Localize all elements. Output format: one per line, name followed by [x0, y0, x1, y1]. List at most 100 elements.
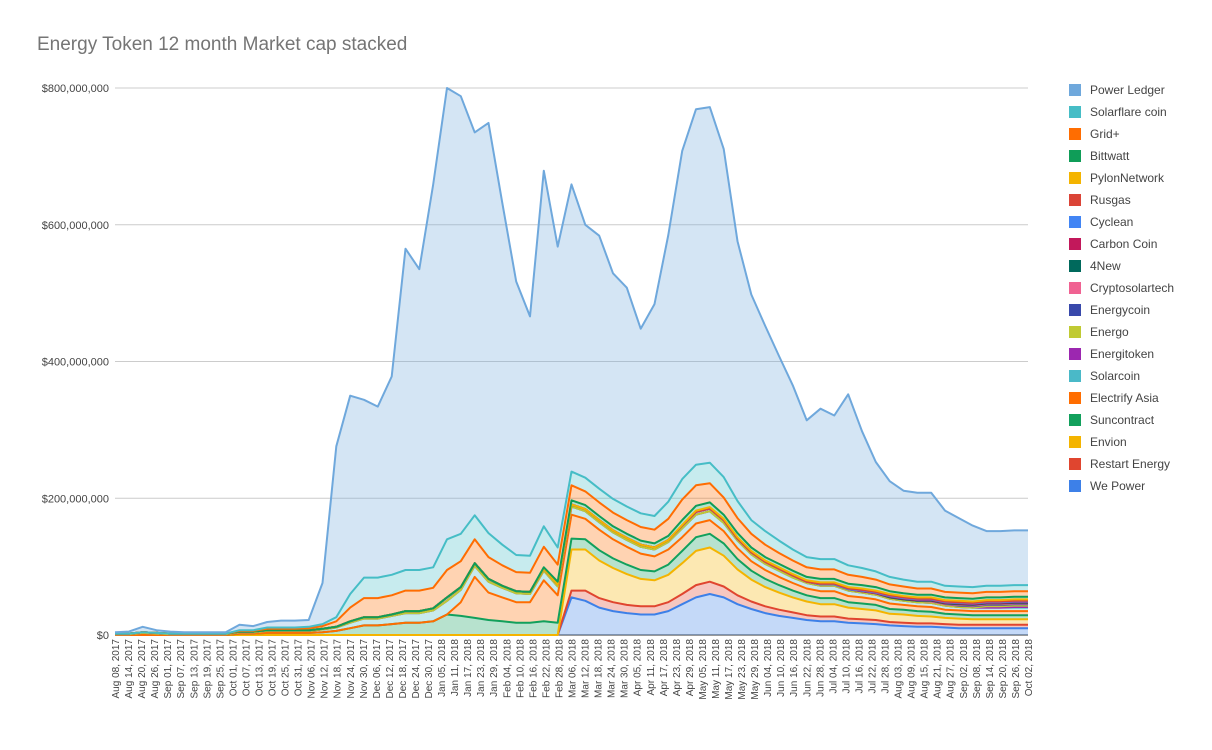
x-tick-label: Dec 12, 2017: [385, 639, 396, 699]
legend-swatch: [1069, 436, 1081, 448]
x-tick-label: Aug 03, 2018: [894, 639, 905, 699]
series-line-3: [115, 499, 1028, 635]
x-tick-label: Jan 05, 2018: [437, 639, 448, 697]
legend-item: Suncontract: [1069, 409, 1209, 431]
x-tick-label: Apr 23, 2018: [672, 639, 683, 697]
legend-label: PylonNetwork: [1090, 171, 1165, 185]
x-tick-label: Jun 28, 2018: [815, 639, 826, 697]
x-tick-label: Sep 13, 2017: [189, 639, 200, 699]
legend-item: Cryptosolartech: [1069, 277, 1209, 299]
legend-label: Solarflare coin: [1090, 105, 1167, 119]
legend-label: Cyclean: [1090, 215, 1134, 229]
legend-label: Suncontract: [1090, 413, 1155, 427]
legend-swatch: [1069, 480, 1081, 492]
legend-swatch: [1069, 216, 1081, 228]
x-tick-label: Dec 30, 2017: [424, 639, 435, 699]
x-tick-label: Sep 25, 2017: [215, 639, 226, 699]
y-tick-label: $0: [97, 630, 109, 642]
legend-swatch: [1069, 260, 1081, 272]
legend-item: Energitoken: [1069, 343, 1209, 365]
x-tick-label: Nov 12, 2017: [320, 639, 331, 699]
legend-swatch: [1069, 172, 1081, 184]
legend-item: Cyclean: [1069, 211, 1209, 233]
x-tick-label: Aug 08, 2017: [111, 639, 122, 699]
legend-label: Power Ledger: [1090, 83, 1165, 97]
x-tick-label: Aug 26, 2017: [150, 639, 161, 699]
x-tick-label: Nov 06, 2017: [307, 639, 318, 699]
y-tick-label: $400,000,000: [42, 357, 109, 369]
x-tick-label: Mar 12, 2018: [581, 639, 592, 698]
x-tick-label: Jul 16, 2018: [854, 639, 865, 694]
x-tick-label: May 23, 2018: [737, 639, 748, 700]
legend-label: Envion: [1090, 435, 1127, 449]
series-line-2: [115, 482, 1028, 635]
legend-item: Solarcoin: [1069, 365, 1209, 387]
x-tick-label: Mar 06, 2018: [568, 639, 579, 698]
legend-item: Power Ledger: [1069, 79, 1209, 101]
legend-item: Carbon Coin: [1069, 233, 1209, 255]
x-tick-label: Sep 07, 2017: [176, 639, 187, 699]
x-tick-label: Apr 05, 2018: [633, 639, 644, 697]
x-tick-label: Feb 16, 2018: [528, 639, 539, 698]
x-tick-label: Jun 22, 2018: [802, 639, 813, 697]
x-tick-label: May 29, 2018: [750, 639, 761, 700]
legend-item: Rusgas: [1069, 189, 1209, 211]
legend-item: 4New: [1069, 255, 1209, 277]
x-tick-label: Sep 20, 2018: [998, 639, 1009, 699]
legend-swatch: [1069, 194, 1081, 206]
series-area-0: [115, 88, 1028, 634]
x-tick-label: May 11, 2018: [711, 639, 722, 699]
legend-item: Energycoin: [1069, 299, 1209, 321]
x-tick-label: Mar 18, 2018: [594, 639, 605, 698]
x-tick-label: Jul 28, 2018: [881, 639, 892, 694]
legend-item: Grid+: [1069, 123, 1209, 145]
x-tick-label: Jan 29, 2018: [489, 639, 500, 697]
x-tick-label: Sep 02, 2018: [959, 639, 970, 699]
legend-label: Energitoken: [1090, 347, 1155, 361]
x-tick-label: Dec 18, 2017: [398, 639, 409, 699]
chart-plot: $0 $200,000,000 $400,000,000 $600,000,000 $8…: [42, 83, 1035, 700]
x-tick-label: Nov 30, 2017: [359, 639, 370, 699]
chart-title: Energy Token 12 month Market cap stacked: [37, 34, 408, 55]
x-tick-label: Jan 17, 2018: [463, 639, 474, 697]
x-tick-label: Oct 02, 2018: [1024, 639, 1035, 697]
legend-item: Electrify Asia: [1069, 387, 1209, 409]
legend-swatch: [1069, 392, 1081, 404]
grid-lines: [115, 87, 1028, 636]
legend-label: Electrify Asia: [1090, 391, 1159, 405]
legend-swatch: [1069, 238, 1081, 250]
x-tick-label: Jul 22, 2018: [868, 639, 879, 694]
x-tick-label: Oct 13, 2017: [255, 639, 266, 697]
legend-swatch: [1069, 370, 1081, 382]
x-tick-label: Feb 28, 2018: [555, 639, 566, 698]
x-tick-label: Sep 19, 2017: [202, 639, 213, 699]
x-tick-label: Aug 09, 2018: [907, 639, 918, 699]
x-tick-label: May 17, 2018: [724, 639, 735, 700]
legend-label: Bittwatt: [1090, 149, 1130, 163]
legend: Power Ledger Solarflare coin Grid+ Bittwatt…: [1069, 79, 1209, 497]
x-tick-label: Sep 08, 2018: [972, 639, 983, 699]
series-line-0: [114, 87, 1028, 634]
x-tick-label: Nov 18, 2017: [333, 639, 344, 699]
x-tick-label: Aug 27, 2018: [946, 639, 957, 699]
series-line-14: [115, 513, 1028, 636]
legend-swatch: [1069, 84, 1081, 96]
x-tick-label: Jul 04, 2018: [828, 639, 839, 694]
x-tick-label: Mar 30, 2018: [620, 639, 631, 698]
legend-swatch: [1069, 326, 1081, 338]
legend-item: Solarflare coin: [1069, 101, 1209, 123]
x-tick-label: Dec 06, 2017: [372, 639, 383, 699]
x-tick-label: Feb 10, 2018: [515, 639, 526, 698]
legend-item: Restart Energy: [1069, 453, 1209, 475]
legend-label: Grid+: [1090, 127, 1120, 141]
x-tick-label: Oct 31, 2017: [294, 639, 305, 697]
legend-swatch: [1069, 348, 1081, 360]
legend-swatch: [1069, 458, 1081, 470]
x-tick-label: Jun 10, 2018: [776, 639, 787, 697]
x-tick-label: Jun 16, 2018: [789, 639, 800, 697]
x-tick-label: Dec 24, 2017: [411, 639, 422, 699]
legend-swatch: [1069, 282, 1081, 294]
stacked-areas: [114, 87, 1028, 636]
x-tick-label: Jan 11, 2018: [450, 639, 461, 697]
series-line-16: [115, 546, 1028, 636]
